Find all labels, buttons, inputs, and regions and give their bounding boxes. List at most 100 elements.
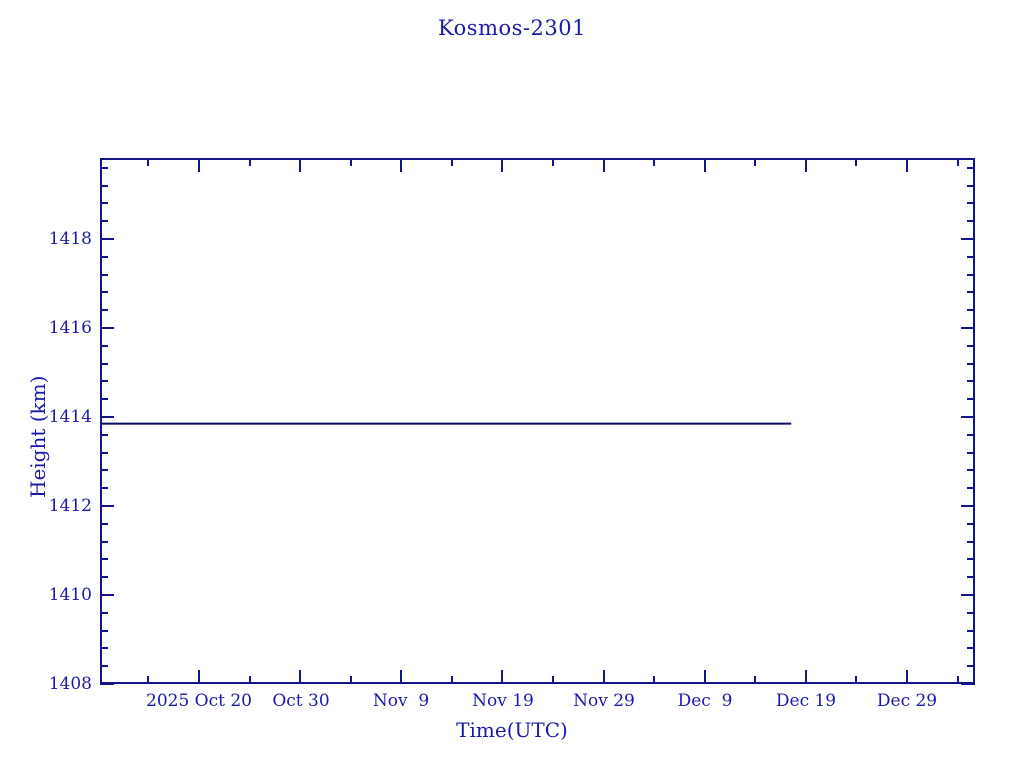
y-minor-tick [100,309,108,312]
y-tick-label: 1408 [48,674,92,694]
x-major-tick-top [805,158,807,172]
x-minor-tick [552,676,554,684]
y-minor-tick [100,255,108,258]
y-minor-tick-right [967,647,975,650]
y-major-tick-right [961,683,975,685]
y-minor-tick [100,558,108,561]
y-major-tick [100,326,114,329]
y-minor-tick [100,202,108,205]
y-tick-label: 1414 [48,406,92,427]
y-minor-tick-right [967,629,975,632]
y-tick-label: 1416 [48,317,92,338]
y-minor-tick-right [967,220,975,223]
y-minor-tick-right [967,273,975,276]
y-minor-tick-right [967,558,975,561]
y-minor-tick [100,576,108,579]
x-minor-tick-top [552,158,554,166]
y-minor-tick [100,380,108,383]
x-tick-label: Dec 19 [775,691,837,711]
y-minor-tick-right [967,309,975,312]
x-major-tick [198,670,200,684]
plot-area [100,158,975,684]
x-major-tick-top [704,158,706,172]
x-major-tick-top [299,158,301,172]
x-tick-label: Nov 29 [573,691,635,711]
y-minor-tick [100,540,108,543]
x-minor-tick [957,676,959,684]
y-major-tick [100,683,114,685]
y-minor-tick [100,469,108,472]
y-major-tick-right [961,415,975,418]
x-major-tick [501,670,503,684]
y-minor-tick [100,398,108,401]
x-major-tick-top [400,158,402,172]
y-minor-tick-right [967,344,975,347]
y-minor-tick [100,487,108,490]
y-minor-tick [100,665,108,668]
y-minor-tick [100,344,108,347]
y-minor-tick [100,451,108,454]
y-minor-tick [100,629,108,632]
x-minor-tick-top [350,158,352,166]
x-major-tick [400,670,402,684]
x-minor-tick [855,676,857,684]
y-tick-label: 1410 [48,584,92,605]
x-tick-label: Nov 9 [372,691,430,711]
x-tick-label: Nov 19 [472,691,534,711]
y-minor-tick-right [967,433,975,436]
y-minor-tick-right [967,362,975,365]
x-major-tick [704,670,706,684]
y-axis-title: Height (km) [26,375,50,498]
plot-frame [100,158,975,684]
y-major-tick [100,593,114,596]
x-minor-tick-top [653,158,655,166]
y-minor-tick-right [967,665,975,668]
y-minor-tick [100,611,108,614]
x-axis-title: Time(UTC) [456,718,568,742]
y-minor-tick-right [967,291,975,294]
y-minor-tick [100,291,108,294]
y-major-tick [100,415,114,418]
y-minor-tick-right [967,380,975,383]
x-major-tick-top [603,158,605,172]
x-tick-label: Oct 30 [272,691,330,711]
y-minor-tick [100,184,108,187]
y-minor-tick-right [967,398,975,401]
y-minor-tick-right [967,522,975,525]
y-major-tick-right [961,326,975,329]
x-major-tick-top [501,158,503,172]
x-minor-tick-top [754,158,756,166]
y-minor-tick [100,273,108,276]
x-minor-tick [653,676,655,684]
y-minor-tick-right [967,469,975,472]
x-major-tick [603,670,605,684]
y-tick-label: 1412 [48,495,92,516]
y-major-tick-right [961,593,975,596]
x-major-tick [906,670,908,684]
y-minor-tick-right [967,611,975,614]
y-minor-tick-right [967,576,975,579]
x-minor-tick [754,676,756,684]
y-minor-tick [100,362,108,365]
x-minor-tick-top [147,158,149,166]
chart-title: Kosmos-2301 [438,16,586,40]
y-minor-tick-right [967,255,975,258]
x-minor-tick-top [249,158,251,166]
y-minor-tick-right [967,184,975,187]
x-minor-tick [147,676,149,684]
x-minor-tick [249,676,251,684]
y-major-tick-right [961,237,975,240]
x-tick-label: 2025 Oct 20 [146,691,252,711]
y-minor-tick [100,647,108,650]
y-minor-tick-right [967,487,975,490]
x-minor-tick-top [957,158,959,166]
y-minor-tick [100,433,108,436]
x-minor-tick [350,676,352,684]
y-minor-tick-right [967,540,975,543]
x-major-tick-top [906,158,908,172]
x-tick-label: Dec 29 [876,691,938,711]
x-tick-label: Dec 9 [677,691,733,711]
y-minor-tick-right [967,166,975,169]
x-major-tick [299,670,301,684]
